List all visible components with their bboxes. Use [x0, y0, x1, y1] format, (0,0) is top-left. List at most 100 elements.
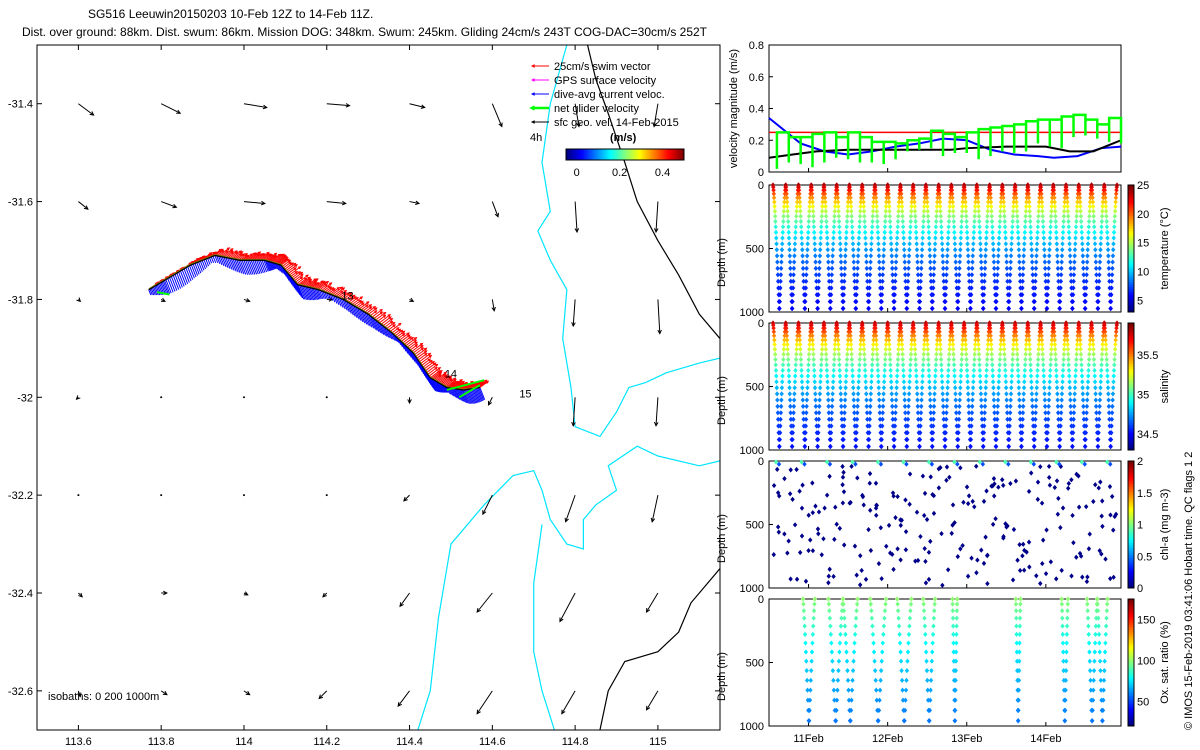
oxygen-sample	[954, 631, 959, 637]
salinity-sample	[1028, 373, 1034, 379]
salinity-sample	[790, 443, 795, 450]
oxygen-sample	[850, 668, 856, 674]
dac-vector	[443, 385, 447, 393]
temperature-sample	[861, 199, 866, 205]
temperature-sample	[1007, 292, 1012, 298]
colorbar-cell	[640, 149, 644, 160]
temperature-sample	[1097, 272, 1102, 278]
temperature-colorbar-cell	[1128, 212, 1134, 216]
temperature-sample	[1071, 265, 1077, 271]
temperature-sample	[881, 259, 886, 265]
temperature-colorbar-tick: 10	[1137, 267, 1149, 279]
salinity-sample	[1087, 351, 1092, 357]
temperature-sample	[1113, 199, 1118, 205]
temperature-sample	[1111, 235, 1116, 241]
temperature-colorbar-label: temperature (°C)	[1159, 207, 1171, 289]
oxygen-sample	[837, 640, 843, 646]
temperature-sample	[927, 247, 932, 253]
temperature-sample	[1114, 182, 1120, 188]
salinity-sample	[853, 443, 859, 450]
salinity-sample	[863, 373, 868, 379]
salinity-sample	[1103, 341, 1109, 348]
temperature-sample	[874, 199, 879, 205]
salinity-sample	[847, 322, 852, 328]
salinity-sample	[908, 351, 914, 357]
temperature-sample	[1049, 208, 1054, 214]
temperature-sample	[1076, 184, 1082, 190]
oxygen-colorbar-cell	[1128, 657, 1134, 661]
temperature-colorbar-cell	[1128, 306, 1134, 310]
temperature-sample	[1046, 265, 1051, 271]
map-axes: 113.6 113.8 114 114.2 114.4 114.6 114.8 115-31.…	[8, 45, 720, 748]
temperature-sample	[1029, 253, 1035, 259]
temperature-sample	[899, 191, 904, 197]
salinity-sample	[973, 337, 978, 343]
temperature-sample	[1023, 203, 1029, 210]
oxygen-sample	[802, 615, 807, 621]
salinity-sample	[921, 346, 927, 352]
net-velocity-segment	[156, 291, 170, 296]
salinity-sample	[1044, 443, 1050, 450]
salinity-sample	[779, 391, 784, 397]
salinity-sample	[785, 351, 791, 357]
temperature-sample	[1077, 195, 1083, 201]
dac-vector	[408, 348, 414, 360]
salinity-sample	[775, 403, 780, 409]
chla-sample	[868, 507, 873, 513]
temperature-sample	[1093, 265, 1099, 271]
salinity-colorbar-cell	[1128, 338, 1134, 342]
salinity-sample	[798, 356, 804, 363]
temperature-sample	[1043, 272, 1048, 278]
sfc-vector	[491, 103, 503, 127]
temperature-sample	[932, 247, 938, 253]
salinity-sample	[1054, 385, 1060, 391]
temperature-sample	[782, 199, 787, 205]
temperature-sample	[828, 298, 833, 305]
salinity-sample	[1068, 397, 1073, 403]
chla-sample	[816, 509, 822, 515]
sfc-vector-head	[571, 322, 576, 328]
temperature-sample	[946, 224, 951, 230]
temperature-sample	[804, 259, 810, 265]
salinity-sample	[798, 351, 803, 357]
salinity-sample	[1054, 373, 1059, 379]
sfc-vector-dot	[160, 396, 163, 399]
salinity-colorbar-cell	[1128, 401, 1134, 405]
oxygen-sample	[953, 658, 959, 664]
sfc-vector	[491, 201, 499, 217]
salinity-sample	[926, 356, 931, 363]
temperature-sample	[813, 259, 818, 265]
temperature-sample	[1029, 259, 1035, 265]
salinity-sample	[781, 356, 786, 363]
chla-sample	[1011, 526, 1017, 533]
dac-vector	[225, 257, 231, 270]
salinity-sample	[975, 333, 981, 339]
temperature-sample	[873, 187, 878, 193]
temperature-sample	[977, 235, 983, 241]
salinity-sample	[1103, 333, 1108, 339]
temperature-sample	[1085, 241, 1091, 247]
salinity-sample	[924, 329, 929, 335]
salinity-sample	[837, 373, 843, 379]
sfc-vector-head	[476, 607, 481, 613]
salinity-sample	[829, 423, 834, 429]
temperature-sample	[778, 285, 783, 291]
temperature-sample	[918, 278, 923, 284]
salinity-sample	[823, 337, 828, 343]
sfc-vector-head	[652, 122, 657, 128]
temperature-sample	[894, 241, 900, 247]
chla-sample	[949, 530, 954, 536]
oxygen-sample	[1014, 631, 1019, 637]
salinity-sample	[833, 337, 838, 343]
salinity-sample	[981, 443, 986, 450]
sfc-vector-dot	[77, 494, 80, 497]
temperature-sample	[928, 265, 933, 271]
salinity-sample	[1048, 362, 1053, 368]
salinity-sample	[809, 325, 814, 331]
salinity-sample	[926, 367, 932, 373]
temperature-sample	[812, 229, 817, 235]
salinity-sample	[941, 410, 946, 416]
dac-vector	[375, 319, 382, 334]
